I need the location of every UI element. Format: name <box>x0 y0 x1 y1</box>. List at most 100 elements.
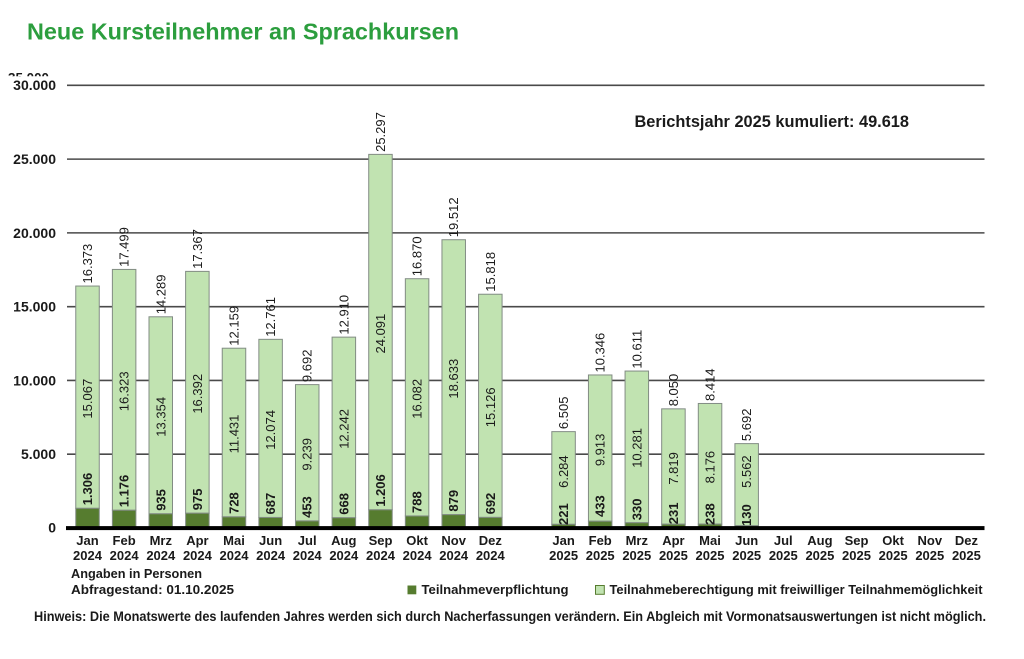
svg-text:10.281: 10.281 <box>629 428 644 468</box>
svg-text:17.367: 17.367 <box>190 229 205 269</box>
svg-text:2024: 2024 <box>256 548 286 563</box>
svg-text:Neue Kursteilnehmer an Sprachk: Neue Kursteilnehmer an Sprachkursen <box>27 19 459 45</box>
svg-text:Aug: Aug <box>331 533 356 548</box>
svg-text:Teilnahmeverpflichtung: Teilnahmeverpflichtung <box>422 583 569 597</box>
svg-text:16.373: 16.373 <box>80 244 95 284</box>
svg-text:2025: 2025 <box>622 548 651 563</box>
svg-text:2025: 2025 <box>879 548 908 563</box>
svg-text:19.512: 19.512 <box>446 197 461 237</box>
svg-text:2024: 2024 <box>476 548 506 563</box>
svg-text:30.000: 30.000 <box>13 77 56 93</box>
svg-text:Dez: Dez <box>955 533 979 548</box>
svg-text:2024: 2024 <box>73 548 103 563</box>
svg-text:2024: 2024 <box>329 548 359 563</box>
svg-text:Berichtsjahr 2025 kumuliert: 4: Berichtsjahr 2025 kumuliert: 49.618 <box>635 113 910 131</box>
svg-text:Mai: Mai <box>223 533 245 548</box>
svg-text:10.000: 10.000 <box>13 372 56 388</box>
svg-text:16.392: 16.392 <box>190 374 205 414</box>
svg-text:24.091: 24.091 <box>373 314 388 354</box>
svg-text:2024: 2024 <box>183 548 213 563</box>
svg-text:15.126: 15.126 <box>483 387 498 427</box>
svg-text:453: 453 <box>300 496 315 518</box>
svg-text:130: 130 <box>739 504 754 526</box>
svg-text:2025: 2025 <box>732 548 761 563</box>
svg-text:Nov: Nov <box>918 533 943 548</box>
svg-text:2025: 2025 <box>769 548 798 563</box>
svg-text:0: 0 <box>48 520 56 536</box>
svg-text:6.505: 6.505 <box>556 397 571 430</box>
svg-text:Sep: Sep <box>845 533 869 548</box>
svg-text:9.692: 9.692 <box>300 350 315 383</box>
svg-text:Feb: Feb <box>113 533 136 548</box>
svg-text:Apr: Apr <box>186 533 208 548</box>
svg-text:Apr: Apr <box>662 533 684 548</box>
svg-text:Mai: Mai <box>699 533 721 548</box>
svg-text:2024: 2024 <box>439 548 469 563</box>
svg-text:668: 668 <box>336 493 351 515</box>
svg-text:2024: 2024 <box>220 548 250 563</box>
svg-text:5.562: 5.562 <box>739 455 754 488</box>
svg-text:9.913: 9.913 <box>593 434 608 467</box>
svg-text:Okt: Okt <box>882 533 904 548</box>
svg-text:15.818: 15.818 <box>483 252 498 292</box>
svg-text:2025: 2025 <box>659 548 688 563</box>
svg-text:18.633: 18.633 <box>446 359 461 399</box>
svg-text:11.431: 11.431 <box>227 415 242 454</box>
svg-text:7.819: 7.819 <box>666 452 681 485</box>
svg-text:1.306: 1.306 <box>80 473 95 506</box>
svg-text:Dez: Dez <box>479 533 503 548</box>
svg-text:2024: 2024 <box>366 548 396 563</box>
svg-text:1.206: 1.206 <box>373 474 388 507</box>
svg-text:975: 975 <box>190 488 205 510</box>
svg-text:Jul: Jul <box>774 533 793 548</box>
svg-text:Mrz: Mrz <box>626 533 649 548</box>
svg-text:2025: 2025 <box>696 548 725 563</box>
svg-text:Okt: Okt <box>406 533 428 548</box>
svg-text:Jan: Jan <box>76 533 98 548</box>
svg-text:15.000: 15.000 <box>13 299 56 315</box>
svg-text:Nov: Nov <box>441 533 466 548</box>
svg-text:10.611: 10.611 <box>629 330 644 369</box>
svg-text:9.239: 9.239 <box>300 438 315 471</box>
svg-text:2025: 2025 <box>805 548 834 563</box>
svg-text:Hinweis: Die Monatswerte des l: Hinweis: Die Monatswerte des laufenden J… <box>34 609 986 624</box>
svg-text:2025: 2025 <box>842 548 871 563</box>
svg-text:12.242: 12.242 <box>336 409 351 449</box>
svg-text:Teilnahmeberechtigung mit frei: Teilnahmeberechtigung mit freiwilliger T… <box>610 583 984 597</box>
svg-text:692: 692 <box>483 493 498 515</box>
svg-text:5.000: 5.000 <box>21 446 56 462</box>
svg-text:Jun: Jun <box>259 533 282 548</box>
svg-text:8.176: 8.176 <box>703 451 718 484</box>
svg-text:Jul: Jul <box>298 533 317 548</box>
svg-text:16.082: 16.082 <box>410 379 425 419</box>
svg-text:2025: 2025 <box>915 548 944 563</box>
svg-text:238: 238 <box>703 503 718 525</box>
svg-text:2025: 2025 <box>586 548 615 563</box>
svg-text:2024: 2024 <box>293 548 323 563</box>
svg-text:330: 330 <box>629 498 644 520</box>
svg-text:Jan: Jan <box>552 533 574 548</box>
svg-text:879: 879 <box>446 490 461 512</box>
svg-text:5.692: 5.692 <box>739 409 754 442</box>
svg-text:2024: 2024 <box>110 548 140 563</box>
svg-text:16.323: 16.323 <box>117 371 132 411</box>
svg-text:788: 788 <box>410 491 425 513</box>
svg-text:14.289: 14.289 <box>153 275 168 315</box>
svg-text:2025: 2025 <box>952 548 981 563</box>
svg-text:10.346: 10.346 <box>593 333 608 373</box>
svg-text:13.354: 13.354 <box>153 397 168 437</box>
svg-text:221: 221 <box>556 503 571 525</box>
svg-text:Jun: Jun <box>735 533 758 548</box>
svg-text:Aug: Aug <box>807 533 832 548</box>
svg-text:Sep: Sep <box>369 533 393 548</box>
svg-text:Mrz: Mrz <box>150 533 173 548</box>
svg-text:2024: 2024 <box>146 548 176 563</box>
svg-text:12.159: 12.159 <box>227 306 242 346</box>
svg-text:Angaben in Personen: Angaben in Personen <box>71 566 202 581</box>
svg-text:12.761: 12.761 <box>263 297 278 337</box>
svg-text:35.000: 35.000 <box>8 70 49 86</box>
svg-text:728: 728 <box>227 492 242 514</box>
svg-text:16.870: 16.870 <box>410 236 425 276</box>
svg-text:17.499: 17.499 <box>117 227 132 267</box>
svg-text:25.000: 25.000 <box>13 151 56 167</box>
